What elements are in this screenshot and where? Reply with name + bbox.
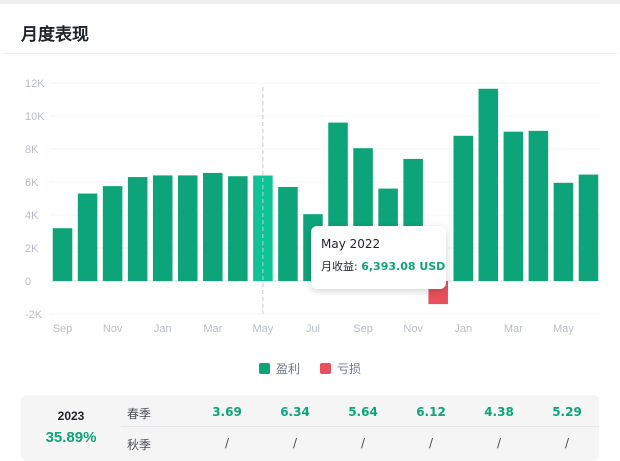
season-value: /	[224, 436, 230, 450]
x-tick-label: Nov	[103, 323, 123, 335]
legend-label-loss: 亏损	[337, 361, 362, 376]
bar-profit	[152, 175, 173, 281]
season-row-spring: 春季 3.69 6.34 5.64 6.12 4.38 5.29	[121, 397, 599, 427]
bar-profit	[102, 186, 123, 281]
x-tick-label: Sep	[353, 323, 373, 335]
card-header: 月度表现	[3, 4, 617, 54]
bar-profit	[278, 186, 298, 281]
season-value: 3.69	[212, 405, 242, 419]
x-tick-label: Jul	[306, 323, 320, 335]
y-tick-label: 8K	[25, 144, 39, 156]
y-tick-label: 4K	[25, 210, 39, 222]
season-label: 春季	[127, 407, 152, 421]
bar-profit	[453, 135, 474, 281]
season-value: /	[428, 436, 434, 450]
bar-profit	[77, 193, 98, 281]
top-strip	[0, 0, 620, 4]
bar-profit	[478, 88, 499, 282]
x-tick-label: Mar	[504, 323, 523, 335]
bar-profit	[228, 176, 248, 281]
bar-profit	[503, 131, 524, 281]
x-tick-label: May	[252, 323, 273, 335]
legend-swatch-loss	[320, 362, 331, 374]
season-value: 5.29	[552, 405, 582, 419]
season-value: /	[496, 436, 502, 450]
year-return: 35.89%	[45, 429, 97, 446]
season-value: 6.12	[416, 405, 446, 419]
season-label: 秋季	[127, 438, 152, 452]
legend-label-profit: 盈利	[275, 361, 300, 376]
x-tick-label: May	[553, 323, 574, 335]
monthly-performance-card: 月度表现 12K 10K 8K 6K 4K 2K 0 -2K Sep Nov Jan Mar May Ju…	[3, 4, 617, 461]
x-tick-label: Jan	[154, 323, 172, 335]
year-cell: 2023 35.89%	[21, 395, 121, 461]
x-tick-label: Jan	[454, 323, 472, 335]
card-title: 月度表现	[21, 25, 89, 45]
y-tick-label: 2K	[25, 243, 39, 255]
monthly-bar-chart: 12K 10K 8K 6K 4K 2K 0 -2K Sep Nov Jan Mar May Jul Sep N…	[25, 78, 601, 335]
bar-profit	[578, 174, 599, 281]
legend-item-profit[interactable]: 盈利	[258, 360, 300, 376]
bar-profit	[127, 177, 148, 281]
legend-item-loss[interactable]: 亏损	[320, 360, 361, 376]
season-value: 4.38	[484, 405, 514, 419]
season-value: 6.34	[280, 405, 310, 419]
y-tick-label: -2K	[25, 309, 43, 321]
tooltip-date: May 2022	[321, 237, 381, 251]
season-value: 5.64	[348, 405, 378, 419]
y-tick-label: 10K	[25, 111, 45, 123]
bar-profit	[52, 228, 73, 281]
tooltip-value: 6,393.08 USD	[361, 260, 446, 273]
season-row-autumn: 秋季 / / / / / /	[121, 428, 599, 458]
y-tick-label: 12K	[25, 78, 45, 90]
chart-tooltip: May 2022 月收益: 6,393.08 USD	[311, 226, 446, 289]
season-value: /	[564, 436, 570, 450]
tooltip-line: 月收益: 6,393.08 USD	[321, 258, 445, 274]
bar-profit	[528, 130, 549, 281]
year-label: 2023	[57, 409, 85, 423]
seasonal-summary-table: 2023 35.89% 春季 3.69 6.34 5.64 6.12 4.38 …	[21, 395, 599, 461]
chart-legend: 盈利 亏损	[3, 360, 617, 376]
y-tick-label: 0	[25, 276, 31, 288]
bar-profit	[177, 175, 198, 281]
x-tick-label: Nov	[403, 323, 423, 335]
bar-profit	[553, 182, 574, 281]
x-tick-label: Mar	[203, 323, 222, 335]
season-value: /	[360, 436, 366, 450]
legend-swatch-profit	[258, 362, 270, 374]
y-tick-label: 6K	[25, 177, 39, 189]
tooltip-label: 月收益:	[321, 260, 358, 273]
x-tick-label: Sep	[53, 323, 73, 335]
bar-profit	[203, 172, 223, 281]
season-value: /	[292, 436, 298, 450]
